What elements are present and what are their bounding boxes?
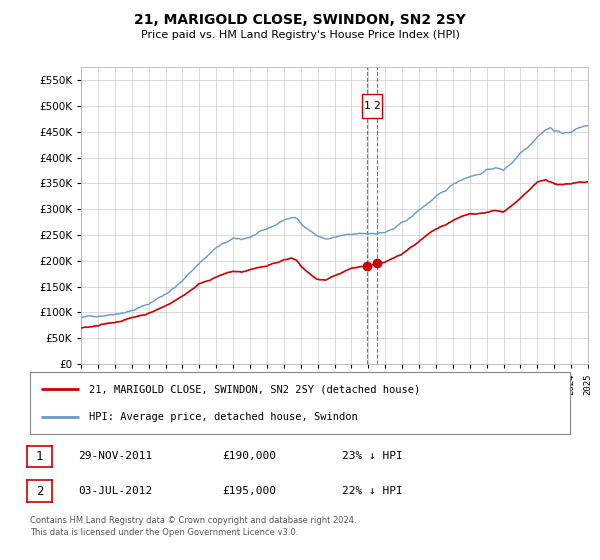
Text: 2: 2 xyxy=(373,101,380,111)
Text: 29-NOV-2011: 29-NOV-2011 xyxy=(78,451,152,461)
Text: 1: 1 xyxy=(364,101,370,111)
Text: 21, MARIGOLD CLOSE, SWINDON, SN2 2SY: 21, MARIGOLD CLOSE, SWINDON, SN2 2SY xyxy=(134,13,466,27)
Text: Price paid vs. HM Land Registry's House Price Index (HPI): Price paid vs. HM Land Registry's House … xyxy=(140,30,460,40)
Text: 23% ↓ HPI: 23% ↓ HPI xyxy=(342,451,403,461)
Text: 03-JUL-2012: 03-JUL-2012 xyxy=(78,486,152,496)
Text: £190,000: £190,000 xyxy=(222,451,276,461)
Text: 2: 2 xyxy=(36,484,43,498)
Text: 21, MARIGOLD CLOSE, SWINDON, SN2 2SY (detached house): 21, MARIGOLD CLOSE, SWINDON, SN2 2SY (de… xyxy=(89,384,421,394)
Text: Contains HM Land Registry data © Crown copyright and database right 2024.
This d: Contains HM Land Registry data © Crown c… xyxy=(30,516,356,537)
FancyBboxPatch shape xyxy=(362,94,382,118)
Text: HPI: Average price, detached house, Swindon: HPI: Average price, detached house, Swin… xyxy=(89,412,358,422)
Text: £195,000: £195,000 xyxy=(222,486,276,496)
Text: 22% ↓ HPI: 22% ↓ HPI xyxy=(342,486,403,496)
Text: 1: 1 xyxy=(36,450,43,463)
